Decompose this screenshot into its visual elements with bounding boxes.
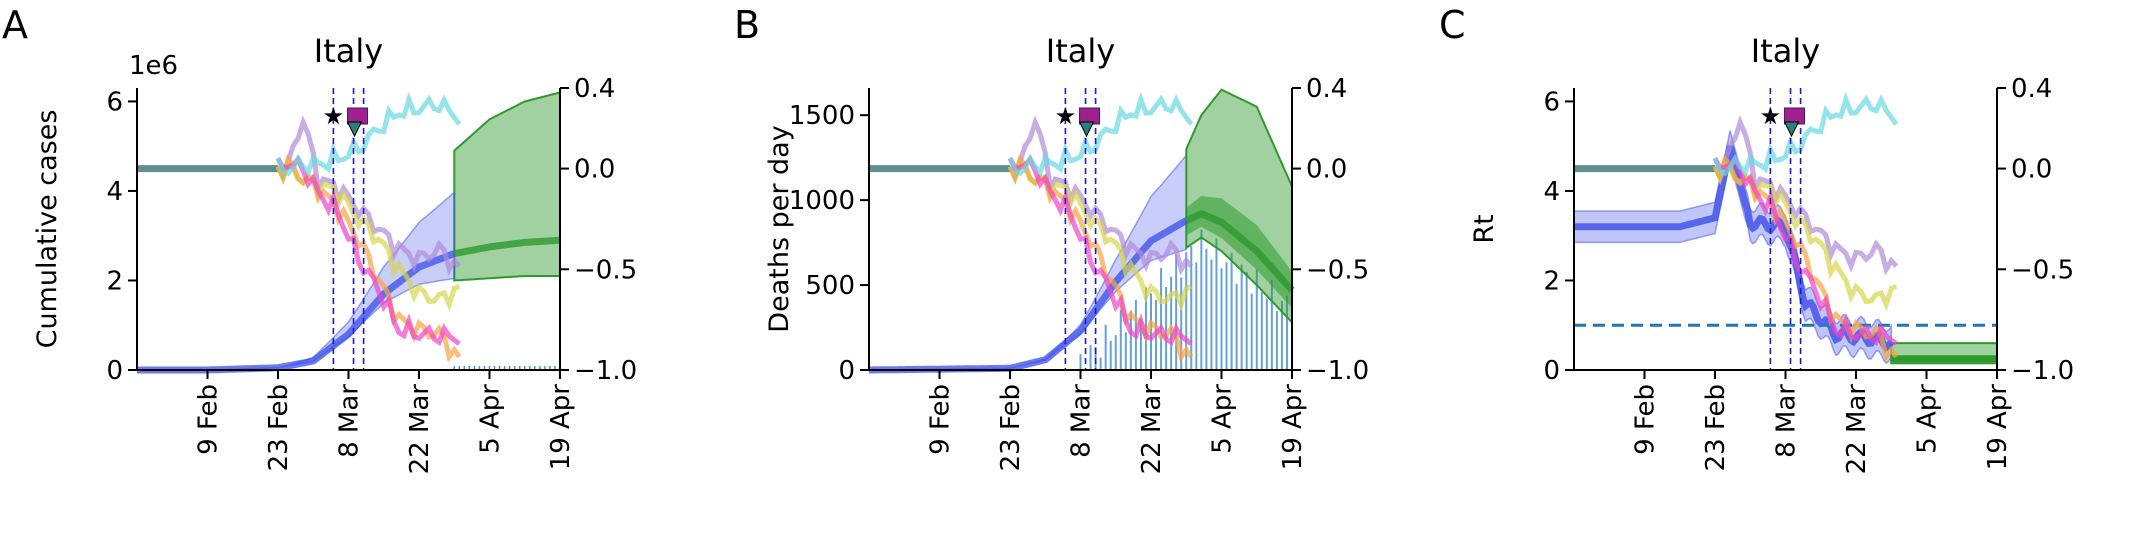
star-icon: ★ bbox=[1760, 102, 1782, 130]
right-tick-label: −1.0 bbox=[574, 356, 637, 386]
right-tick-label: 0.4 bbox=[1306, 74, 1347, 104]
y-tick-label: 2 bbox=[106, 266, 123, 296]
x-tick-label: 8 Mar bbox=[1067, 384, 1097, 458]
y-axis-label: Deaths per day bbox=[764, 125, 795, 332]
x-tick-label: 23 Feb bbox=[996, 384, 1026, 471]
x-tick-label: 9 Feb bbox=[1631, 384, 1661, 455]
x-tick-label: 22 Mar bbox=[1137, 384, 1167, 475]
y-exponent-label: 1e6 bbox=[129, 51, 178, 81]
y-tick-label: 1000 bbox=[789, 186, 855, 216]
triangle-icon bbox=[346, 121, 363, 138]
y-tick-label: 2 bbox=[1543, 266, 1560, 296]
right-tick-label: −0.5 bbox=[2011, 255, 2074, 285]
y-tick-label: 6 bbox=[106, 87, 123, 117]
x-tick-label: 5 Apr bbox=[1913, 384, 1943, 454]
mobility-line-pink bbox=[275, 154, 461, 347]
x-tick-label: 19 Apr bbox=[1278, 384, 1308, 471]
panel-b: B Italy Deaths per day ★ 0 500 1000 1500 0.4 0.0 −… bbox=[734, 3, 1369, 474]
forecast-line bbox=[453, 236, 561, 258]
x-tick-label: 5 Apr bbox=[1208, 384, 1238, 454]
y-tick-label: 500 bbox=[805, 271, 855, 301]
right-tick-label: 0.4 bbox=[574, 74, 615, 104]
right-tick-label: 0.0 bbox=[2011, 155, 2052, 185]
y-axis-label: Rt bbox=[1469, 214, 1500, 243]
star-icon: ★ bbox=[323, 102, 345, 130]
panel-letter: B bbox=[734, 3, 760, 47]
right-tick-label: −0.5 bbox=[1306, 255, 1369, 285]
x-tick-label: 23 Feb bbox=[1701, 384, 1731, 471]
x-tick-label: 8 Mar bbox=[1772, 384, 1802, 458]
x-tick-label: 9 Feb bbox=[926, 384, 956, 455]
y-tick-label: 4 bbox=[1543, 177, 1560, 207]
mobility-line-pink bbox=[1712, 154, 1898, 347]
y-tick-label: 4 bbox=[106, 177, 123, 207]
triangle-icon bbox=[1783, 121, 1800, 138]
right-tick-label: −1.0 bbox=[2011, 356, 2074, 386]
y-tick-label: 1500 bbox=[789, 101, 855, 131]
panel-letter: A bbox=[2, 3, 28, 47]
x-tick-label: 19 Apr bbox=[546, 384, 576, 471]
mobility-line-pink bbox=[1007, 154, 1193, 347]
star-icon: ★ bbox=[1055, 102, 1077, 130]
y-tick-label: 0 bbox=[106, 356, 123, 386]
right-tick-label: −0.5 bbox=[574, 255, 637, 285]
panel-c: C Italy Rt ★ 0 2 4 6 0.4 0.0 −0.5 −1.0 9 Feb 23 Feb 8 … bbox=[1439, 3, 2074, 474]
panel-title: Italy bbox=[314, 32, 383, 70]
panel-title: Italy bbox=[1046, 32, 1115, 70]
x-tick-label: 8 Mar bbox=[335, 384, 365, 458]
mobility-line-cyan bbox=[1007, 91, 1194, 177]
y-tick-label: 0 bbox=[1543, 356, 1560, 386]
y-axis-label: Cumulative cases bbox=[32, 110, 63, 349]
x-tick-label: 9 Feb bbox=[194, 384, 224, 455]
panel-a: A Italy 1e6 Cumulative cases ★ 0 2 4 6 0.4 0.0 −0.5… bbox=[2, 3, 637, 474]
panel-title: Italy bbox=[1751, 32, 1820, 70]
x-tick-label: 19 Apr bbox=[1983, 384, 2013, 471]
right-tick-label: 0.0 bbox=[574, 155, 615, 185]
x-tick-label: 5 Apr bbox=[476, 384, 506, 454]
forecast-inner-band bbox=[1186, 196, 1292, 308]
y-tick-label: 0 bbox=[838, 356, 855, 386]
mobility-line-purple bbox=[275, 115, 462, 276]
right-tick-label: −1.0 bbox=[1306, 356, 1369, 386]
mobility-line-purple bbox=[1712, 115, 1899, 276]
right-tick-label: 0.0 bbox=[1306, 155, 1347, 185]
triangle-icon bbox=[1078, 121, 1095, 138]
y-tick-label: 6 bbox=[1543, 87, 1560, 117]
mobility-line-cyan bbox=[275, 91, 462, 177]
panel-letter: C bbox=[1439, 3, 1466, 47]
right-tick-label: 0.4 bbox=[2011, 74, 2052, 104]
fit-band bbox=[869, 153, 1188, 371]
mobility-line-cyan bbox=[1712, 91, 1899, 177]
x-tick-label: 23 Feb bbox=[264, 384, 294, 471]
fit-line bbox=[1574, 145, 1895, 352]
x-tick-label: 22 Mar bbox=[1842, 384, 1872, 475]
x-tick-label: 22 Mar bbox=[405, 384, 435, 475]
forecast-line bbox=[1184, 209, 1295, 293]
mobility-line-purple bbox=[1007, 115, 1194, 276]
